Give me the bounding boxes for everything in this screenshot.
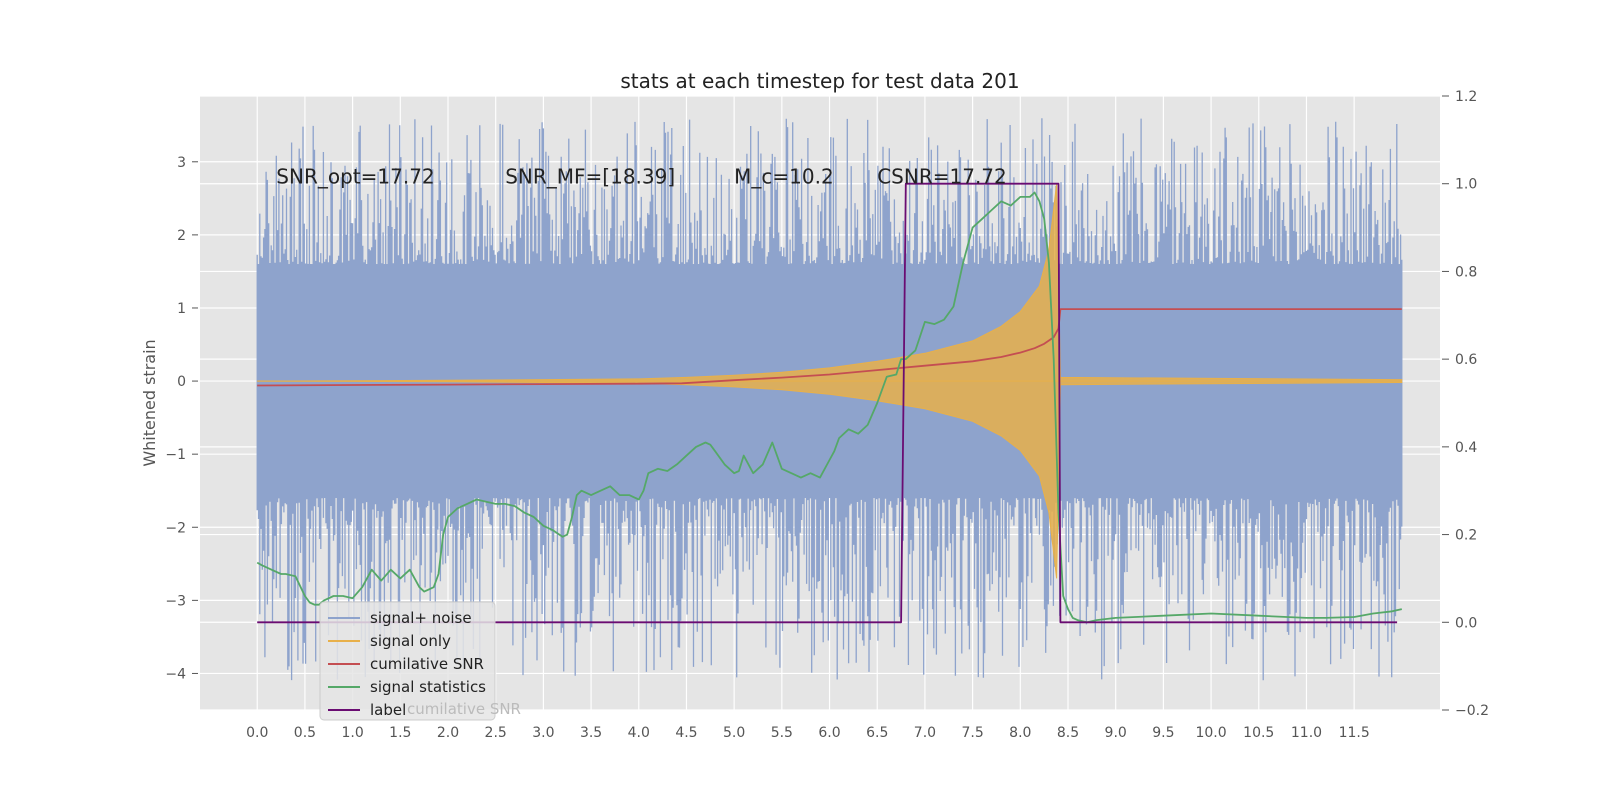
x-tick-label: 11.5 [1339,725,1370,741]
x-tick-label: 4.0 [628,725,650,741]
x-tick-label: 0.0 [246,725,268,741]
annotations: SNR_opt=17.72 SNR_MF=[18.39] M_c=10.2 CSNR=… [276,164,1006,188]
annotation-text: CSNR=17.72 [877,164,1007,188]
legend-label: signal statistics [370,678,486,696]
y-tick-label: −1 [165,447,186,463]
annotation-text: M_c=10.2 [734,164,834,188]
legend-label: label [370,701,406,719]
legend: cumilative SNR signal+ noise signal only cu… [319,601,521,721]
y-tick-label: 3 [177,155,186,171]
legend-box [319,601,496,721]
y-tick-label: 0 [177,374,186,390]
y2-tick-label: 0.2 [1455,528,1477,544]
y-tick-label: 2 [177,228,186,244]
y-axis-ticks: 3 2 1 0 −1 −2 −3 −4 [165,155,198,682]
x-tick-label: 2.0 [437,725,459,741]
y2-tick-label: 0.6 [1455,352,1477,368]
y-tick-label: −3 [165,593,186,609]
x-tick-label: 5.5 [771,725,793,741]
y-tick-label: −2 [165,520,186,536]
legend-label: signal+ noise [370,609,472,627]
x-axis-ticks: 0.0 0.5 1.0 1.5 2.0 2.5 3.0 3.5 4.0 4.5 5.0 5.5 6.0 6… [246,725,1370,741]
x-tick-label: 7.5 [961,725,983,741]
x-tick-label: 9.0 [1105,725,1127,741]
cumilative-snr-line [257,308,1402,387]
y2-tick-label: 0.4 [1455,440,1477,456]
x-tick-label: 11.0 [1291,725,1322,741]
x-tick-label: 3.5 [580,725,602,741]
y2-tick-label: 0.8 [1455,264,1477,280]
x-tick-label: 1.0 [341,725,363,741]
label-line [257,182,1398,624]
signal-statistics-line [256,191,1403,624]
y2-tick-label: 1.0 [1455,177,1477,193]
x-tick-label: 10.0 [1195,725,1226,741]
annotation-text: SNR_MF=[18.39] [505,164,675,188]
x-tick-label: 5.0 [723,725,745,741]
x-tick-label: 4.5 [675,725,697,741]
signal-only-series [257,183,1403,579]
legend-label: cumilative SNR [370,655,484,673]
y2-axis-ticks: 1.2 1.0 0.8 0.6 0.4 0.2 0.0 −0.2 [1442,89,1489,719]
x-tick-label: 9.5 [1152,725,1174,741]
chart-title: stats at each timestep for test data 201 [620,69,1019,93]
x-tick-label: 8.0 [1009,725,1031,741]
annotation-text: SNR_opt=17.72 [276,164,434,188]
legend-label: signal only [370,632,451,650]
y-tick-label: 1 [177,301,186,317]
line-series [256,182,1403,624]
y-tick-label: −4 [165,666,186,682]
x-tick-label: 10.5 [1243,725,1274,741]
x-tick-label: 6.0 [818,725,840,741]
x-tick-label: 6.5 [866,725,888,741]
y2-tick-label: −0.2 [1455,703,1489,719]
x-tick-label: 0.5 [294,725,316,741]
y-axis-label: Whitened strain [140,339,159,466]
y2-tick-label: 1.2 [1455,89,1477,105]
x-tick-label: 2.5 [485,725,507,741]
x-tick-label: 8.5 [1057,725,1079,741]
legend-ghost-text: cumilative SNR [407,700,521,718]
x-tick-label: 3.0 [532,725,554,741]
x-tick-label: 7.0 [914,725,936,741]
y2-tick-label: 0.0 [1455,615,1477,631]
x-tick-label: 1.5 [389,725,411,741]
